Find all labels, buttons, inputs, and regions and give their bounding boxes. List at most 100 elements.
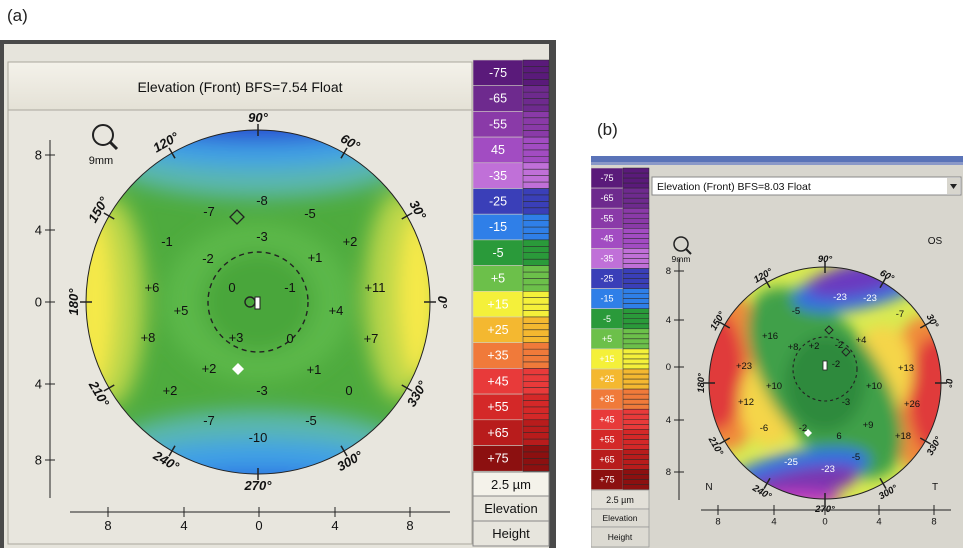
panel-b-map-value: +10	[866, 381, 882, 392]
panel-b-map-value: +4	[856, 335, 867, 346]
panel-b-y-tick-label: 8	[666, 266, 671, 277]
panel-a-angle-tick	[340, 147, 348, 159]
panel-b-scale-label: -15	[600, 294, 613, 304]
panel-a-angle-ticks	[80, 124, 436, 480]
panel-b-y-axis: 8 4 0 4 8	[666, 266, 684, 478]
panel-b-y-tick-label: 8	[666, 467, 671, 478]
panel-b-map-value: -23	[863, 293, 877, 304]
panel-a-scale-swatch	[472, 59, 524, 87]
panel-b-map-value: -3	[842, 397, 850, 408]
panel-b-height-label: Height	[608, 532, 633, 542]
panel-a-scale-swatch	[472, 85, 524, 112]
panel-b-map-value: +18	[895, 431, 911, 442]
panel-a-map-value: -5	[305, 413, 317, 428]
panel-b-flat-marker	[841, 347, 851, 357]
panel-b-map-value: -6	[760, 423, 768, 434]
panel-a-window: Elevation (Front) BFS=7.54 Float -8 -7 -5-…	[0, 40, 556, 548]
panel-a-apex-marker	[254, 296, 261, 310]
panel-a-scale-swatch	[472, 265, 524, 292]
panel-a-x-tick-label: 0	[255, 518, 262, 533]
panel-a-step: 2.5 µm	[491, 477, 531, 492]
panel-a-scale-swatch	[472, 188, 524, 215]
panel-a-map-value: +8	[141, 330, 156, 345]
panel-a-elevation-button[interactable]: Elevation	[472, 495, 550, 522]
panel-a-scale-label: -75	[489, 66, 507, 80]
panel-b-height-button[interactable]: Height	[591, 526, 650, 548]
panel-a-map-value: -8	[256, 193, 268, 208]
panel-b-scale-label: -75	[600, 173, 613, 183]
figure-label-b: (b)	[597, 120, 618, 139]
panel-b-angle-tick	[879, 276, 887, 289]
panel-b-x-tick-label: 0	[822, 517, 827, 528]
panel-a-scale-swatch	[472, 291, 524, 318]
panel-a-scale-label: 45	[491, 143, 505, 157]
panel-b-angle-label: 90°	[818, 254, 833, 265]
panel-a-scale-label: -15	[489, 220, 507, 234]
panel-b-x-tick-label: 8	[931, 517, 936, 528]
panel-a-scale-label: +35	[487, 349, 508, 363]
panel-a-scale-label: -25	[489, 195, 507, 209]
panel-a-angle-label: 270°	[244, 478, 273, 493]
panel-b-map-value: +13	[898, 363, 914, 374]
panel-b-y-tick-label: 4	[666, 315, 671, 326]
panel-a-map-value: 0	[345, 383, 352, 398]
panel-a-x-tick-label: 4	[180, 518, 187, 533]
panel-a-x-tick-label: 8	[104, 518, 111, 533]
panel-a-elevation-label: Elevation	[484, 501, 537, 516]
panel-b-window: Elevation (Front) BFS=8.03 Float -23 -23 -…	[591, 156, 963, 548]
panel-b-map-value: -5	[852, 452, 860, 463]
panel-b-map-value: -7	[896, 309, 904, 320]
panel-a-magnifier-icon[interactable]	[92, 124, 119, 151]
panel-b-scale-label: +75	[599, 475, 614, 485]
panel-a-map-value: -7	[203, 413, 215, 428]
panel-b-angle-tick	[763, 276, 771, 289]
panel-a-map-value: +7	[364, 331, 379, 346]
panel-a-map-value: -5	[304, 206, 316, 221]
panel-a-scale-label: -65	[489, 92, 507, 106]
panel-b-map-values: -23 -23 -5 -7 +16 +8 +2 -2 +4 +23 -2 +13 +10 +10 +26 +1…	[736, 292, 920, 475]
panel-a-scale-label: +65	[487, 426, 508, 440]
panel-b-map-value: +2	[809, 341, 820, 352]
panel-a-y-tick-label: 4	[35, 222, 42, 237]
panel-a-map-value: +2	[163, 383, 178, 398]
panel-a-scale-swatch	[472, 162, 524, 189]
panel-a-steep-marker	[229, 209, 245, 225]
panel-a-y-tick-label: 8	[35, 452, 42, 467]
panel-a-height-button[interactable]: Height	[472, 520, 550, 547]
panel-b-map-value: -23	[833, 292, 847, 303]
panel-b-x-axis: 8 4 0 4 8	[715, 505, 937, 528]
panel-a-map-value: +4	[329, 303, 344, 318]
panel-a-lens-label: 9mm	[89, 155, 113, 167]
panel-b-angle-ticks	[703, 261, 947, 505]
panel-b-scale-label: -55	[600, 213, 613, 223]
panel-b-step: 2.5 µm	[606, 495, 634, 505]
panel-a-x-tick-label: 8	[406, 518, 413, 533]
panel-a-map-value: +2	[343, 234, 358, 249]
panel-b-elevation-button[interactable]: Elevation	[591, 508, 650, 528]
panel-b-elevation-label: Elevation	[603, 513, 638, 523]
panel-a-scale-swatch	[472, 419, 524, 446]
panel-b-magnifier-icon[interactable]	[673, 236, 692, 255]
panel-b-title-dropdown[interactable]: Elevation (Front) BFS=8.03 Float	[651, 176, 962, 196]
panel-a-map-value: +2	[202, 361, 217, 376]
panel-b-color-scale: -75 -65 -55 -45 -35 -25 -15 -5 +5 +15 +25 +35 +45 +55…	[591, 167, 650, 490]
panel-a-y-tick-label: 0	[35, 294, 42, 309]
panel-b-map-value: +10	[766, 381, 782, 392]
panel-a-scale-label: +5	[491, 272, 505, 286]
panel-b-y-tick-label: 4	[666, 415, 671, 426]
panel-b-map-value: -23	[821, 464, 835, 475]
panel-b-map-value: +16	[762, 331, 778, 342]
panel-b-scale-label: +5	[602, 334, 612, 344]
panel-a-pupil-outline	[207, 251, 309, 353]
panel-a-scale-label: -55	[489, 117, 507, 131]
panel-b-scale-label: +65	[599, 454, 614, 464]
panel-a-y-tick-label: 8	[35, 147, 42, 162]
panel-b-scale-label: +15	[599, 354, 614, 364]
panel-b-x-tick-label: 4	[876, 517, 881, 528]
panel-a-angle-tick	[103, 212, 115, 220]
panel-b-scale-label: -25	[600, 274, 613, 284]
panel-a-map-value: +5	[174, 303, 189, 318]
panel-a-scale-label: +25	[487, 323, 508, 337]
panel-a-scale-swatch	[472, 316, 524, 344]
panel-b-map-value: +9	[863, 420, 874, 431]
